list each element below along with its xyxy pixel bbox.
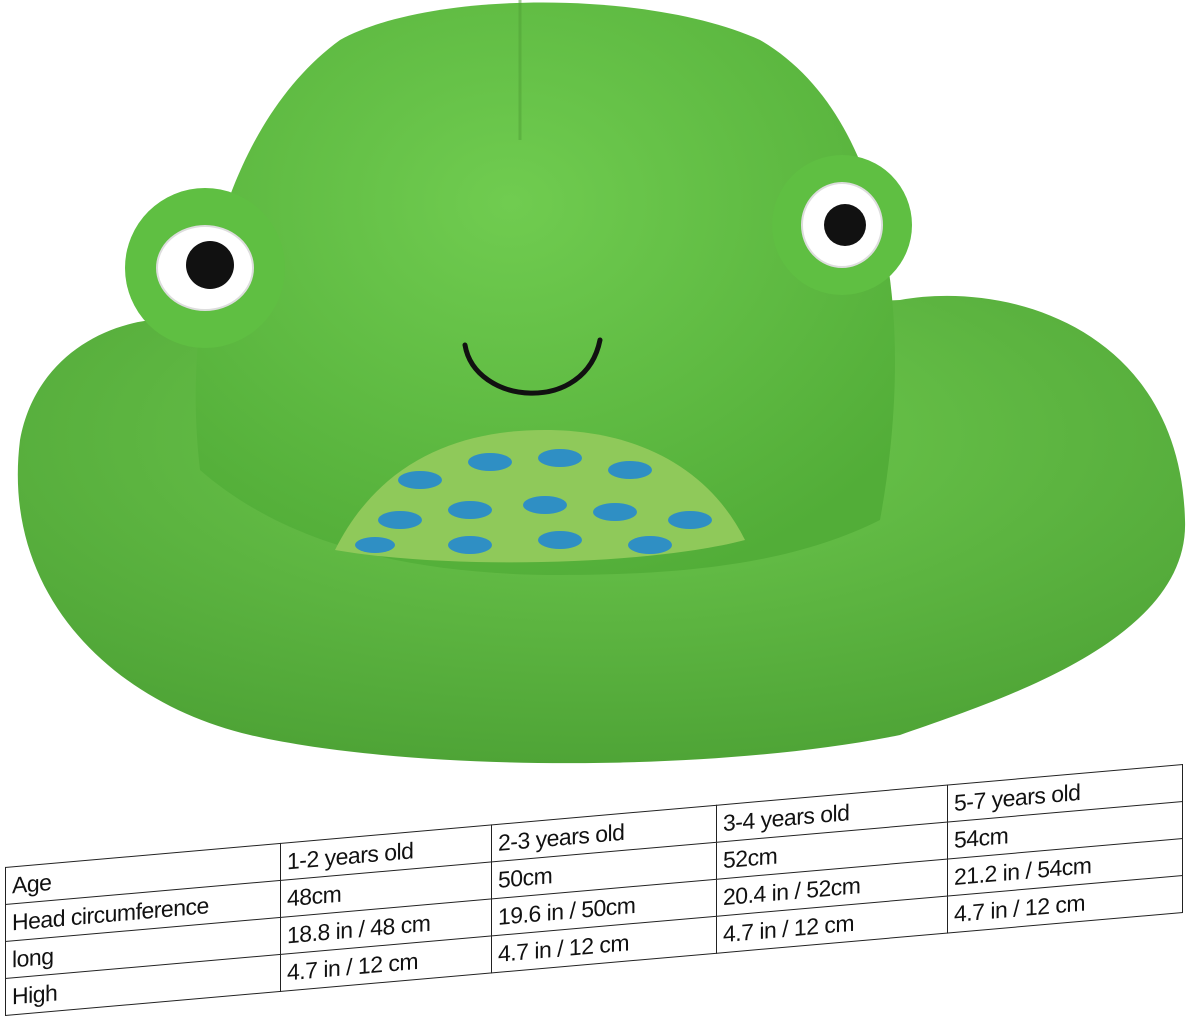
smile [462,337,603,396]
frog-hat-image [17,0,1186,764]
fish-patch [335,430,745,563]
right-eye [772,155,912,295]
hat-crown [195,0,895,575]
left-eye [125,188,285,348]
size-table: Age 1-2 years old 2-3 years old 3-4 year… [5,764,1183,1016]
fish-pattern [355,449,712,554]
